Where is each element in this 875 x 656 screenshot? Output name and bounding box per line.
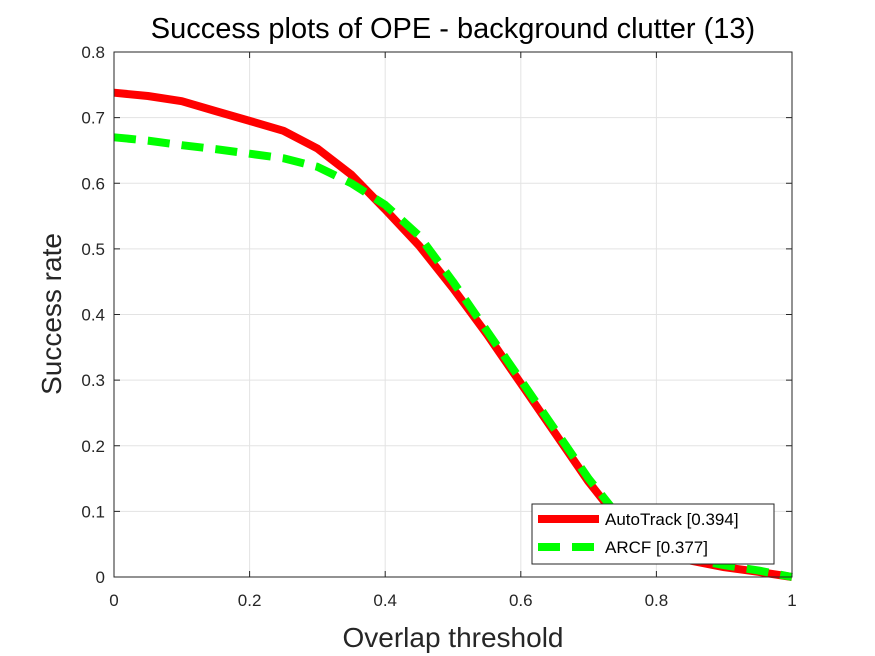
tick-labels: 0 0.2 0.4 0.6 0.8 1 0 0.1 0.2 0.3 0.4 0.5 0.6 0.7 0.8 [81,43,796,610]
chart-title: Success plots of OPE - background clutte… [151,13,755,45]
legend-label-arcf: ARCF [0.377] [605,538,708,557]
legend-label-autotrack: AutoTrack [0.394] [605,510,739,529]
y-tick-label: 0 [96,568,105,587]
legend-box [531,503,775,565]
y-tick-label: 0.6 [81,174,105,193]
y-tick-label: 0.5 [81,240,105,259]
x-tick-label: 0.6 [509,591,533,610]
x-tick-label: 0.2 [238,591,262,610]
x-tick-label: 0.8 [645,591,669,610]
y-tick-label: 0.8 [81,43,105,62]
y-axis-label: Success rate [36,233,67,395]
x-tick-label: 0 [109,591,118,610]
y-tick-label: 0.2 [81,437,105,456]
y-tick-label: 0.1 [81,502,105,521]
x-tick-label: 1 [787,591,796,610]
series-line-arcf [113,133,793,581]
x-tick-label: 0.4 [373,591,397,610]
y-tick-label: 0.3 [81,371,105,390]
y-tick-label: 0.4 [81,306,105,325]
grid-lines [114,52,792,577]
x-axis-label: Overlap threshold [342,622,563,653]
axis-ticks [113,51,793,578]
legend: AutoTrack [0.394] ARCF [0.377] [531,503,775,565]
y-tick-label: 0.7 [81,109,105,128]
